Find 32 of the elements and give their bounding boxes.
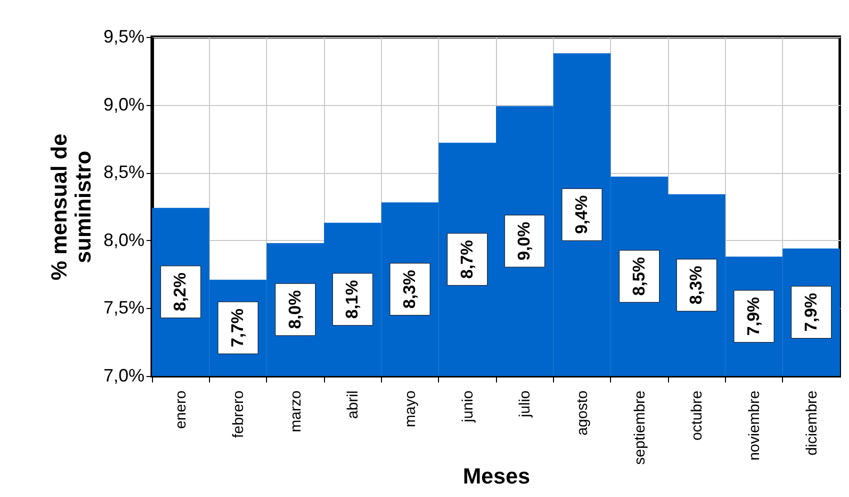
- x-axis-title: Meses: [462, 464, 530, 489]
- data-label: 8,3%: [400, 270, 419, 309]
- y-tick-label: 7,0%: [103, 366, 144, 386]
- x-tick-label: noviembre: [746, 390, 763, 461]
- data-label: 8,5%: [629, 256, 648, 296]
- y-tick-label: 8,5%: [103, 162, 144, 182]
- x-tick-label: mayo: [402, 390, 419, 428]
- data-label: 8,3%: [686, 266, 706, 305]
- y-tick-label: 8,0%: [103, 230, 144, 250]
- data-label: 7,7%: [228, 308, 247, 348]
- x-tick-label: julio: [516, 390, 534, 418]
- x-tick-label: febrero: [230, 390, 247, 438]
- y-tick-label: 7,5%: [103, 298, 144, 318]
- data-label: 8,7%: [457, 240, 476, 279]
- data-label: 9,0%: [514, 222, 534, 260]
- x-tick-label: abril: [344, 390, 362, 419]
- y-tick-label: 9,0%: [103, 94, 144, 114]
- x-tick-label: enero: [172, 390, 190, 429]
- x-tick-label: marzo: [287, 390, 304, 432]
- data-label: 8,2%: [170, 272, 190, 312]
- data-label: 7,9%: [744, 296, 763, 336]
- x-tick-label: agosto: [574, 390, 591, 436]
- x-tick-label: octubre: [688, 390, 706, 441]
- data-label: 8,0%: [285, 290, 304, 329]
- data-label: 7,9%: [801, 292, 820, 332]
- data-label: 8,1%: [342, 280, 362, 319]
- x-tick-label: septiembre: [631, 390, 648, 465]
- x-tick-label: junio: [459, 390, 476, 424]
- y-axis-title: % mensual de suministro: [46, 134, 96, 280]
- x-tick-label: diciembre: [803, 390, 820, 456]
- data-label: 9,4%: [572, 195, 591, 234]
- y-tick-label: 9,5%: [103, 26, 144, 46]
